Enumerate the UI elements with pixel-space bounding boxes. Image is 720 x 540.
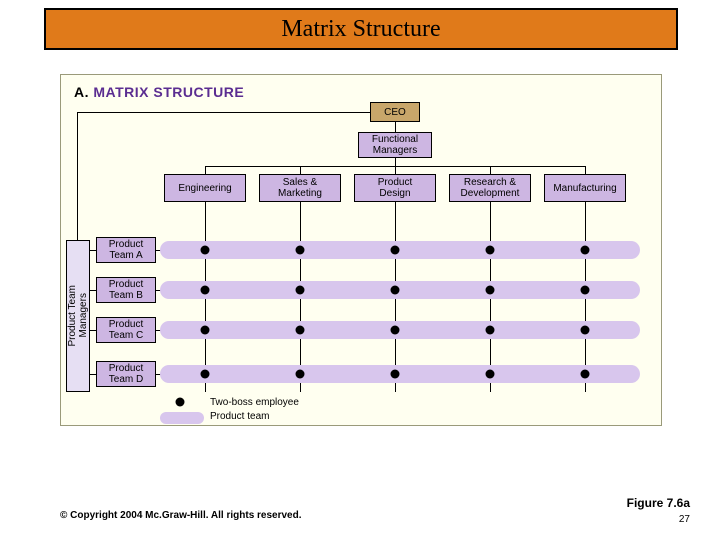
two-boss-employee-dot — [296, 370, 305, 379]
copyright-text: © Copyright 2004 Mc.Graw-Hill. All right… — [60, 510, 302, 521]
two-boss-employee-dot — [201, 326, 210, 335]
department-box: Sales &Marketing — [259, 174, 341, 202]
two-boss-employee-dot — [296, 246, 305, 255]
figure-label: Figure 7.6a — [627, 496, 690, 510]
product-team-band — [160, 241, 640, 259]
two-boss-employee-dot — [486, 370, 495, 379]
product-team-box: ProductTeam A — [96, 237, 156, 263]
product-team-band — [160, 321, 640, 339]
product-team-band — [160, 281, 640, 299]
product-team-box: ProductTeam C — [96, 317, 156, 343]
title-banner: Matrix Structure — [44, 8, 678, 50]
side-label-text: Product TeamManagers — [67, 285, 89, 347]
ceo-box: CEO — [370, 102, 420, 122]
two-boss-employee-dot — [581, 370, 590, 379]
product-team-box: ProductTeam B — [96, 277, 156, 303]
product-team-band — [160, 365, 640, 383]
two-boss-employee-dot — [201, 370, 210, 379]
two-boss-employee-dot — [581, 326, 590, 335]
two-boss-employee-dot — [201, 246, 210, 255]
product-team-managers-label: Product TeamManagers — [66, 240, 90, 392]
panel-header-text: MATRIX STRUCTURE — [93, 84, 244, 100]
two-boss-employee-dot — [486, 286, 495, 295]
legend-dot-label: Two-boss employee — [210, 397, 299, 408]
functional-managers-box: FunctionalManagers — [358, 132, 432, 158]
page-number: 27 — [679, 514, 690, 525]
two-boss-employee-dot — [391, 326, 400, 335]
legend-dot-icon — [176, 398, 185, 407]
legend-pill-label: Product team — [210, 411, 269, 422]
two-boss-employee-dot — [296, 286, 305, 295]
department-box: Engineering — [164, 174, 246, 202]
title-text: Matrix Structure — [281, 16, 440, 43]
two-boss-employee-dot — [201, 286, 210, 295]
two-boss-employee-dot — [391, 286, 400, 295]
two-boss-employee-dot — [486, 326, 495, 335]
two-boss-employee-dot — [296, 326, 305, 335]
two-boss-employee-dot — [391, 246, 400, 255]
panel-header-prefix: A. — [74, 84, 89, 100]
two-boss-employee-dot — [486, 246, 495, 255]
department-box: ProductDesign — [354, 174, 436, 202]
two-boss-employee-dot — [581, 246, 590, 255]
legend-pill-icon — [160, 412, 204, 424]
two-boss-employee-dot — [391, 370, 400, 379]
two-boss-employee-dot — [581, 286, 590, 295]
department-box: Manufacturing — [544, 174, 626, 202]
department-box: Research &Development — [449, 174, 531, 202]
product-team-box: ProductTeam D — [96, 361, 156, 387]
